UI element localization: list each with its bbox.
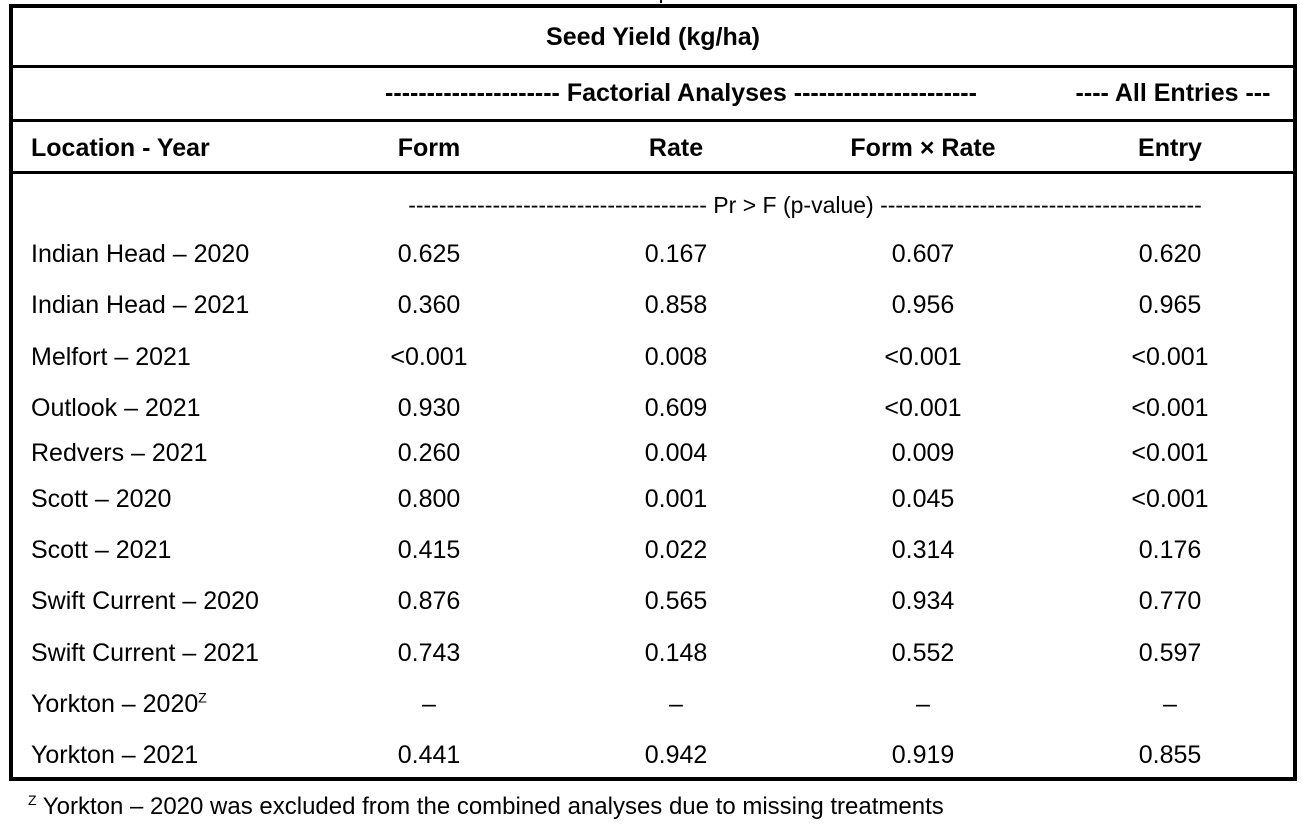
location-year-cell: Swift Current – 2020 bbox=[31, 587, 259, 615]
table-row: Melfort – 2021 <0.001 0.008 <0.001 <0.00… bbox=[13, 342, 1293, 372]
column-header-location-year: Location - Year bbox=[31, 134, 210, 162]
entry-cell: – bbox=[1163, 690, 1177, 718]
table-title-row: Seed Yield (kg/ha) bbox=[13, 22, 1293, 56]
table-row: Scott – 2021 0.415 0.022 0.314 0.176 bbox=[13, 535, 1293, 565]
rate-cell: 0.609 bbox=[644, 394, 708, 422]
table-row: Redvers – 2021 0.260 0.004 0.009 <0.001 bbox=[13, 438, 1293, 468]
entry-cell: <0.001 bbox=[1131, 343, 1209, 371]
location-year-cell: Indian Head – 2021 bbox=[31, 291, 250, 319]
table-row: Swift Current – 2021 0.743 0.148 0.552 0… bbox=[13, 638, 1293, 668]
entry-cell: <0.001 bbox=[1131, 485, 1209, 513]
form-cell: 0.415 bbox=[397, 536, 461, 564]
location-year-cell: Indian Head – 2020 bbox=[31, 240, 250, 268]
form-rate-cell: – bbox=[916, 690, 930, 718]
table-title: Seed Yield (kg/ha) bbox=[546, 23, 760, 51]
form-rate-cell: <0.001 bbox=[884, 343, 962, 371]
column-header-row: Location - Year Form Rate Form × Rate En… bbox=[13, 133, 1293, 167]
pvalue-label-row: --------------------------------------- … bbox=[13, 190, 1293, 222]
group-header-row: --------------------- Factorial Analyses… bbox=[13, 78, 1293, 112]
rate-cell: 0.008 bbox=[644, 343, 708, 371]
rate-cell: 0.004 bbox=[644, 439, 708, 467]
form-cell: 0.876 bbox=[397, 587, 461, 615]
clipped-caption-remnant bbox=[0, 0, 1303, 6]
rate-cell: 0.001 bbox=[644, 485, 708, 513]
table-row: Indian Head – 2020 0.625 0.167 0.607 0.6… bbox=[13, 239, 1293, 269]
form-rate-cell: 0.552 bbox=[891, 639, 955, 667]
location-year-cell: Yorkton – 2021 bbox=[31, 741, 199, 769]
location-year-cell: Melfort – 2021 bbox=[31, 343, 191, 371]
form-cell: 0.743 bbox=[397, 639, 461, 667]
table-row: Yorkton – 2020Z – – – – bbox=[13, 689, 1293, 719]
rate-cell: 0.022 bbox=[644, 536, 708, 564]
footnote-text: Yorkton – 2020 was excluded from the com… bbox=[36, 793, 944, 820]
divider bbox=[13, 119, 1293, 122]
pvalue-label: --------------------------------------- … bbox=[408, 192, 1202, 218]
column-header-form-x-rate: Form × Rate bbox=[850, 134, 996, 162]
form-rate-cell: 0.314 bbox=[891, 536, 955, 564]
location-year-cell: Scott – 2020 bbox=[31, 485, 172, 513]
location-year-cell: Redvers – 2021 bbox=[31, 439, 208, 467]
form-rate-cell: 0.009 bbox=[891, 439, 955, 467]
table-row: Swift Current – 2020 0.876 0.565 0.934 0… bbox=[13, 586, 1293, 616]
entry-cell: <0.001 bbox=[1131, 439, 1209, 467]
rate-cell: 0.858 bbox=[644, 291, 708, 319]
group-factorial-label: --------------------- Factorial Analyses… bbox=[385, 79, 977, 107]
divider bbox=[13, 65, 1293, 68]
form-rate-cell: 0.607 bbox=[891, 240, 955, 268]
divider bbox=[13, 171, 1293, 174]
table-row: Indian Head – 2021 0.360 0.858 0.956 0.9… bbox=[13, 290, 1293, 320]
form-cell: 0.260 bbox=[397, 439, 461, 467]
entry-cell: 0.597 bbox=[1138, 639, 1202, 667]
entry-cell: 0.620 bbox=[1138, 240, 1202, 268]
table-row: Scott – 2020 0.800 0.001 0.045 <0.001 bbox=[13, 484, 1293, 514]
form-cell: 0.441 bbox=[397, 741, 461, 769]
form-cell: <0.001 bbox=[390, 343, 468, 371]
entry-cell: 0.770 bbox=[1138, 587, 1202, 615]
form-rate-cell: 0.956 bbox=[891, 291, 955, 319]
anova-table: Seed Yield (kg/ha) ---------------------… bbox=[9, 4, 1297, 781]
form-rate-cell: 0.919 bbox=[891, 741, 955, 769]
location-year-cell: Yorkton – 2020Z bbox=[31, 689, 207, 718]
rate-cell: 0.167 bbox=[644, 240, 708, 268]
form-cell: – bbox=[422, 690, 436, 718]
form-cell: 0.930 bbox=[397, 394, 461, 422]
footnote-marker: Z bbox=[28, 792, 37, 808]
form-rate-cell: 0.045 bbox=[891, 485, 955, 513]
table-footnote: Z Yorkton – 2020 was excluded from the c… bbox=[28, 792, 944, 822]
group-all-entries-label: ---- All Entries --- bbox=[1075, 79, 1271, 107]
entry-cell: <0.001 bbox=[1131, 394, 1209, 422]
rate-cell: – bbox=[669, 690, 683, 718]
rate-cell: 0.148 bbox=[644, 639, 708, 667]
location-year-cell: Scott – 2021 bbox=[31, 536, 172, 564]
column-header-form: Form bbox=[397, 134, 461, 162]
column-header-rate: Rate bbox=[648, 134, 704, 162]
column-header-entry: Entry bbox=[1138, 134, 1202, 162]
form-cell: 0.800 bbox=[397, 485, 461, 513]
entry-cell: 0.176 bbox=[1138, 536, 1202, 564]
table-row: Yorkton – 2021 0.441 0.942 0.919 0.855 bbox=[13, 740, 1293, 770]
location-year-cell: Swift Current – 2021 bbox=[31, 639, 259, 667]
rate-cell: 0.942 bbox=[644, 741, 708, 769]
table-row: Outlook – 2021 0.930 0.609 <0.001 <0.001 bbox=[13, 393, 1293, 423]
location-year-cell: Outlook – 2021 bbox=[31, 394, 201, 422]
form-cell: 0.360 bbox=[397, 291, 461, 319]
form-rate-cell: 0.934 bbox=[891, 587, 955, 615]
entry-cell: 0.965 bbox=[1138, 291, 1202, 319]
entry-cell: 0.855 bbox=[1138, 741, 1202, 769]
form-cell: 0.625 bbox=[397, 240, 461, 268]
rate-cell: 0.565 bbox=[644, 587, 708, 615]
form-rate-cell: <0.001 bbox=[884, 394, 962, 422]
